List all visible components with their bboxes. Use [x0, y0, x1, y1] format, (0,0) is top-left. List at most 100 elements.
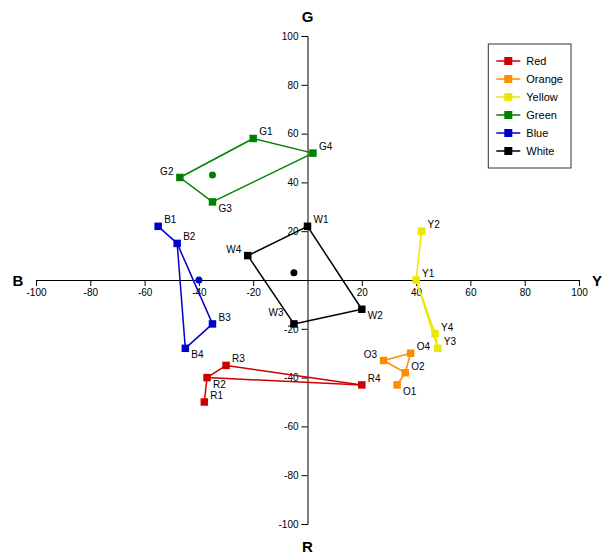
y-axis-tick-label: 60: [287, 128, 299, 139]
center-dot: [209, 172, 216, 179]
series-markers: [201, 362, 366, 406]
point-label: O3: [364, 349, 378, 360]
axis-end-label: Y: [592, 272, 602, 289]
point-label: G3: [218, 203, 232, 214]
x-axis-tick-mark: [90, 280, 91, 286]
y-axis-tick-mark: [302, 426, 308, 427]
y-axis-tick-label: -100: [278, 519, 298, 530]
point: [431, 330, 438, 337]
point: [182, 345, 189, 352]
point: [358, 306, 365, 313]
legend-marker: [504, 93, 512, 101]
series: [204, 365, 361, 402]
point: [203, 374, 210, 381]
point-label: W1: [314, 214, 329, 225]
point: [309, 149, 316, 156]
y-axis-tick-label: 40: [287, 177, 299, 188]
point-label: W4: [226, 244, 241, 255]
point: [290, 320, 297, 327]
connection: [248, 256, 294, 324]
series-markers: [244, 223, 366, 328]
y-axis: -100-80-60-40-2020406080100: [278, 31, 308, 530]
x-axis-tick-mark: [145, 280, 146, 286]
connection: [226, 365, 362, 385]
axis-end-label: G: [302, 8, 314, 25]
y-axis-tick-label: 80: [287, 80, 299, 91]
legend-item: Green: [496, 109, 557, 121]
point: [244, 252, 251, 259]
connection: [180, 138, 253, 177]
point: [393, 381, 400, 388]
point-label: G1: [259, 126, 273, 137]
x-axis-tick-label: 100: [571, 287, 588, 298]
point-label: B1: [164, 214, 177, 225]
y-axis-tick-mark: [302, 182, 308, 183]
x-axis-tick-label: 80: [520, 287, 532, 298]
legend-marker: [504, 129, 512, 137]
series: [158, 226, 212, 348]
x-axis-tick: 20: [357, 280, 369, 298]
series: [248, 226, 362, 324]
legend-marker: [504, 57, 512, 65]
chart: -100-80-60-40-2020406080100-100-80-60-40…: [0, 0, 615, 560]
point: [209, 320, 216, 327]
connection: [185, 324, 212, 348]
x-axis-tick: -60: [138, 280, 153, 298]
axis-end-label: B: [13, 272, 24, 289]
point-label: B4: [191, 349, 204, 360]
x-axis-tick-label: -100: [26, 287, 46, 298]
y-axis-tick: 60: [287, 128, 307, 139]
connection: [416, 280, 438, 348]
point-label: W3: [268, 307, 283, 318]
legend-label: Blue: [526, 127, 548, 139]
y-axis-tick-mark: [302, 524, 308, 525]
point-label: O4: [417, 341, 431, 352]
legend: Red Orange Yellow Green Blue White: [488, 44, 571, 168]
x-axis-tick-label: -80: [84, 287, 99, 298]
x-axis-tick-label: -60: [138, 287, 153, 298]
point-label: Y3: [444, 336, 457, 347]
point: [173, 240, 180, 247]
legend-label: White: [526, 145, 554, 157]
y-axis-tick: 40: [287, 177, 307, 188]
point-label: G4: [319, 141, 333, 152]
y-axis-tick: -100: [278, 519, 307, 530]
connection: [212, 153, 312, 202]
point-label: O1: [403, 386, 417, 397]
y-axis-tick: 100: [282, 31, 308, 42]
y-axis-tick-label: 100: [282, 31, 299, 42]
y-axis-tick-label: -60: [284, 421, 299, 432]
point-label: R2: [213, 379, 226, 390]
connection: [416, 280, 435, 334]
point-labels: R1R2R3R4O1O2O3O4Y1Y2Y3Y4G1G2G3G4B1B2B3B4…: [160, 126, 456, 401]
legend-item: Orange: [496, 73, 563, 85]
y-axis-tick-mark: [302, 475, 308, 476]
legend-item: Red: [496, 55, 546, 67]
point-label: Y2: [428, 219, 441, 230]
connection: [253, 138, 313, 153]
point: [401, 369, 408, 376]
series: [180, 138, 313, 201]
x-axis-tick-mark: [579, 280, 580, 286]
x-axis-tick-label: 60: [465, 287, 477, 298]
point: [407, 349, 414, 356]
x-axis-tick: -80: [84, 280, 99, 298]
y-axis-tick-mark: [302, 378, 308, 379]
point: [304, 223, 311, 230]
connection: [416, 231, 421, 280]
series-markers: [380, 349, 415, 388]
legend-marker: [504, 147, 512, 155]
center-dot: [290, 269, 297, 276]
legend-item: Blue: [496, 127, 548, 139]
legend-item: Yellow: [496, 91, 557, 103]
legend-label: Yellow: [526, 91, 557, 103]
y-axis-line: [302, 37, 309, 525]
x-axis-tick: -100: [26, 280, 46, 298]
legend-item: White: [496, 145, 554, 157]
point-label: O2: [411, 361, 425, 372]
y-axis-tick-mark: [302, 134, 308, 135]
point-label: R4: [368, 373, 381, 384]
series-markers: [154, 223, 216, 352]
y-axis-tick-label: -80: [284, 470, 299, 481]
legend-label: Red: [526, 55, 546, 67]
